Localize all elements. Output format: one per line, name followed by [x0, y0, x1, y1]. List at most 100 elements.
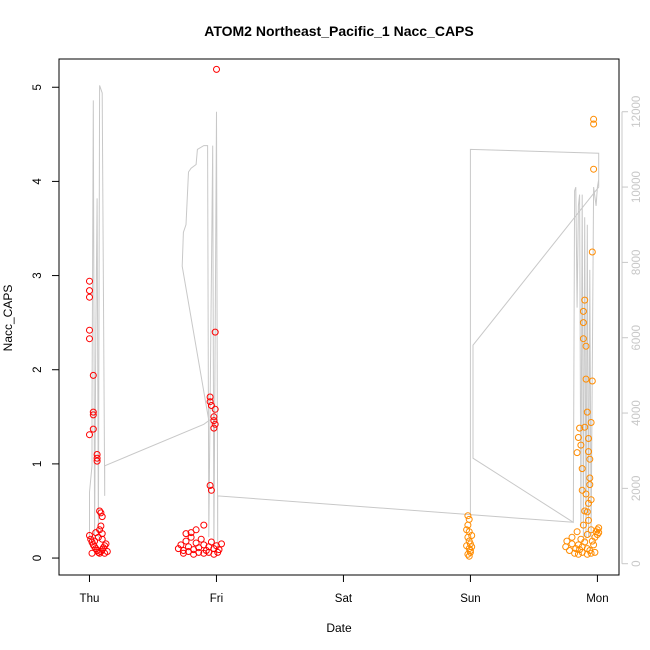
data-point-orange	[588, 248, 596, 256]
data-point-red	[211, 420, 219, 428]
data-point-orange	[593, 531, 601, 538]
data-point-red	[89, 425, 97, 433]
data-point-red	[210, 550, 218, 558]
data-point-orange	[463, 526, 471, 534]
data-point-red	[91, 537, 99, 545]
data-point-orange	[573, 449, 581, 457]
data-point-orange	[582, 342, 590, 350]
data-point-red	[93, 454, 101, 462]
y2-tick-label: 10000	[631, 171, 643, 203]
data-point-orange	[568, 540, 576, 548]
data-point-red	[207, 486, 215, 494]
data-point-red	[211, 328, 219, 336]
data-point-orange	[583, 408, 591, 416]
y2-tick-label: 12000	[631, 96, 643, 128]
secondary-line-layer	[89, 85, 600, 549]
data-point-orange	[585, 435, 592, 442]
data-point-orange	[571, 549, 579, 557]
data-point-orange	[465, 515, 473, 523]
plot-frame	[58, 58, 620, 576]
data-point-orange	[583, 550, 591, 558]
data-point-red	[211, 405, 219, 413]
y-tick-label: 0	[32, 555, 44, 561]
y-tick-label: 3	[32, 272, 44, 278]
data-point-orange	[563, 537, 571, 545]
y-axis-left: 0 1 2 3 4 5	[32, 84, 59, 561]
data-point-orange	[464, 521, 472, 529]
data-point-red	[206, 482, 214, 489]
data-point-red	[86, 431, 93, 439]
data-point-orange	[590, 165, 598, 173]
y-tick-label: 1	[32, 461, 44, 467]
x-axis: Thu Fri Sat Sun Mon	[80, 575, 609, 605]
data-point-red	[210, 413, 218, 421]
data-point-orange	[578, 486, 586, 494]
y2-tick-label: 8000	[631, 250, 643, 276]
x-tick-label: Fri	[210, 593, 223, 605]
data-point-orange	[579, 307, 587, 315]
data-point-red	[86, 335, 93, 343]
data-point-red	[86, 287, 93, 295]
data-point-orange	[583, 531, 591, 538]
data-point-red	[86, 326, 93, 334]
data-point-orange	[583, 508, 591, 516]
data-point-red	[200, 521, 208, 529]
data-point-red	[96, 507, 104, 515]
data-point-orange	[586, 481, 594, 489]
x-tick-label: Thu	[80, 593, 100, 605]
data-point-orange	[576, 424, 584, 432]
data-point-orange	[590, 120, 598, 128]
data-point-orange	[590, 115, 598, 123]
data-point-red	[92, 529, 100, 537]
data-point-red	[197, 535, 205, 543]
data-point-orange	[468, 532, 476, 539]
data-point-red	[86, 532, 93, 539]
y2-tick-label: 0	[631, 560, 643, 566]
data-point-orange	[595, 529, 603, 537]
data-point-orange	[578, 465, 586, 473]
data-point-orange	[595, 524, 603, 532]
data-point-red	[101, 542, 109, 550]
chart-title: ATOM2 Northeast_Pacific_1 Nacc_CAPS	[204, 23, 473, 39]
data-point-orange	[587, 419, 595, 426]
data-point-orange	[582, 490, 590, 498]
data-point-orange	[577, 441, 585, 449]
y2-tick-label: 6000	[631, 325, 643, 351]
data-point-orange	[581, 296, 589, 304]
data-point-orange	[587, 549, 595, 557]
data-point-orange	[568, 533, 576, 541]
data-point-red	[195, 548, 203, 556]
data-point-red	[192, 526, 200, 534]
x-tick-label: Mon	[586, 593, 608, 605]
orange-points-layer	[463, 115, 603, 560]
data-point-red	[207, 538, 215, 546]
data-point-red	[98, 535, 106, 543]
data-point-red	[210, 424, 218, 432]
data-point-red	[97, 522, 105, 530]
data-point-orange	[581, 423, 589, 431]
data-point-orange	[586, 455, 594, 463]
red-points-layer	[86, 65, 225, 558]
data-point-red	[206, 393, 214, 401]
data-point-orange	[591, 548, 599, 556]
x-tick-label: Sat	[335, 593, 353, 605]
data-point-orange	[579, 521, 587, 529]
data-point-red	[179, 547, 187, 554]
data-point-orange	[581, 538, 589, 546]
data-point-orange	[464, 512, 472, 520]
y2-tick-label: 2000	[631, 476, 643, 502]
data-point-red	[182, 537, 190, 545]
data-point-red	[218, 540, 225, 548]
data-point-red	[177, 541, 185, 549]
data-point-orange	[579, 319, 587, 327]
data-point-red	[89, 411, 97, 419]
data-point-red	[86, 293, 93, 301]
data-point-orange	[466, 540, 474, 548]
data-point-red	[86, 277, 93, 285]
data-point-red	[187, 533, 195, 541]
data-point-orange	[574, 434, 582, 441]
y2-tick-label: 4000	[631, 400, 643, 426]
y-tick-label: 2	[32, 367, 44, 373]
data-point-orange	[585, 516, 592, 524]
